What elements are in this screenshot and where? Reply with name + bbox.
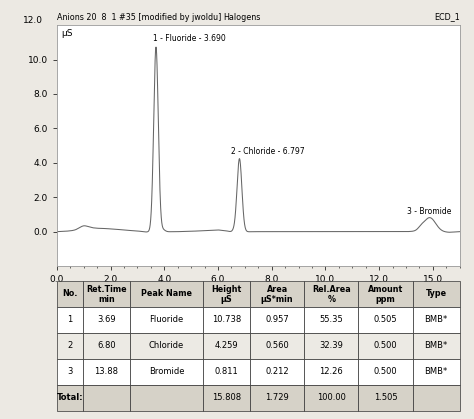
Text: Total:: Total: [56,393,83,402]
Bar [304,281,358,307]
Text: Area: Area [266,285,288,295]
Bar [358,359,413,385]
Bar [304,307,358,333]
Text: No.: No. [62,290,78,298]
Text: 0.505: 0.505 [374,316,397,324]
Text: 1.505: 1.505 [374,393,397,402]
Bar [130,333,203,359]
Text: Chloride: Chloride [149,341,184,350]
Bar [250,307,304,333]
Text: 0.500: 0.500 [374,341,397,350]
Text: μS*min: μS*min [261,295,293,304]
Text: Anions 20  8  1 #35 [modified by jwoldu]: Anions 20 8 1 #35 [modified by jwoldu] [57,13,221,21]
Bar [413,333,460,359]
Text: BMB*: BMB* [425,367,448,376]
Text: %: % [328,295,336,304]
Bar [83,385,130,411]
Text: 55.35: 55.35 [319,316,343,324]
X-axis label: min: min [249,287,268,297]
Bar [358,281,413,307]
Text: 32.39: 32.39 [319,341,343,350]
Text: Type: Type [426,290,447,298]
Bar [358,307,413,333]
Text: 1.729: 1.729 [265,393,289,402]
Bar [130,385,203,411]
Text: 10.738: 10.738 [212,316,241,324]
Text: Height: Height [211,285,242,295]
Text: 1 - Fluoride - 3.690: 1 - Fluoride - 3.690 [153,34,226,44]
Text: Rel.Area: Rel.Area [312,285,351,295]
Text: ECD_1: ECD_1 [434,13,460,21]
Bar [358,385,413,411]
Bar [304,333,358,359]
Bar [83,281,130,307]
Text: μS: μS [221,295,232,304]
Bar [203,359,250,385]
Bar [250,333,304,359]
Text: 15.808: 15.808 [212,393,241,402]
Text: 0.957: 0.957 [265,316,289,324]
Text: Fluoride: Fluoride [149,316,183,324]
Bar [250,359,304,385]
Text: ppm: ppm [376,295,395,304]
Bar [304,385,358,411]
Text: 3 - Bromide: 3 - Bromide [407,207,451,216]
Bar [250,281,304,307]
Bar [57,385,83,411]
Text: min: min [98,295,115,304]
Bar [83,359,130,385]
Text: BMB*: BMB* [425,341,448,350]
Bar [203,333,250,359]
Bar [413,281,460,307]
Bar [83,333,130,359]
Text: 0.560: 0.560 [265,341,289,350]
Bar [83,307,130,333]
Text: Halogens: Halogens [224,13,261,21]
Text: 4.259: 4.259 [215,341,238,350]
Text: 2: 2 [67,341,73,350]
Bar [57,281,83,307]
Text: Bromide: Bromide [149,367,184,376]
Text: Ret.Time: Ret.Time [86,285,127,295]
Bar [358,333,413,359]
Bar [57,333,83,359]
Text: Peak Name: Peak Name [141,290,192,298]
Bar [250,385,304,411]
Bar [130,359,203,385]
Text: BMB*: BMB* [425,316,448,324]
Text: 0.500: 0.500 [374,367,397,376]
Text: μS: μS [61,29,73,38]
Bar [413,359,460,385]
Text: 12.0: 12.0 [23,16,43,25]
Bar [413,307,460,333]
Text: 2 - Chloride - 6.797: 2 - Chloride - 6.797 [231,147,305,156]
Bar [203,307,250,333]
Text: Amount: Amount [368,285,403,295]
Text: 3.69: 3.69 [97,316,116,324]
Bar [413,385,460,411]
Bar [130,281,203,307]
Bar [304,359,358,385]
Text: 100.00: 100.00 [317,393,346,402]
Bar [130,307,203,333]
Bar [203,385,250,411]
Text: 0.212: 0.212 [265,367,289,376]
Text: 12.26: 12.26 [319,367,343,376]
Text: 3: 3 [67,367,73,376]
Bar [57,307,83,333]
Bar [57,359,83,385]
Text: 6.80: 6.80 [97,341,116,350]
Bar [203,281,250,307]
Text: 13.88: 13.88 [94,367,118,376]
Text: 0.811: 0.811 [215,367,238,376]
Text: 1: 1 [67,316,73,324]
